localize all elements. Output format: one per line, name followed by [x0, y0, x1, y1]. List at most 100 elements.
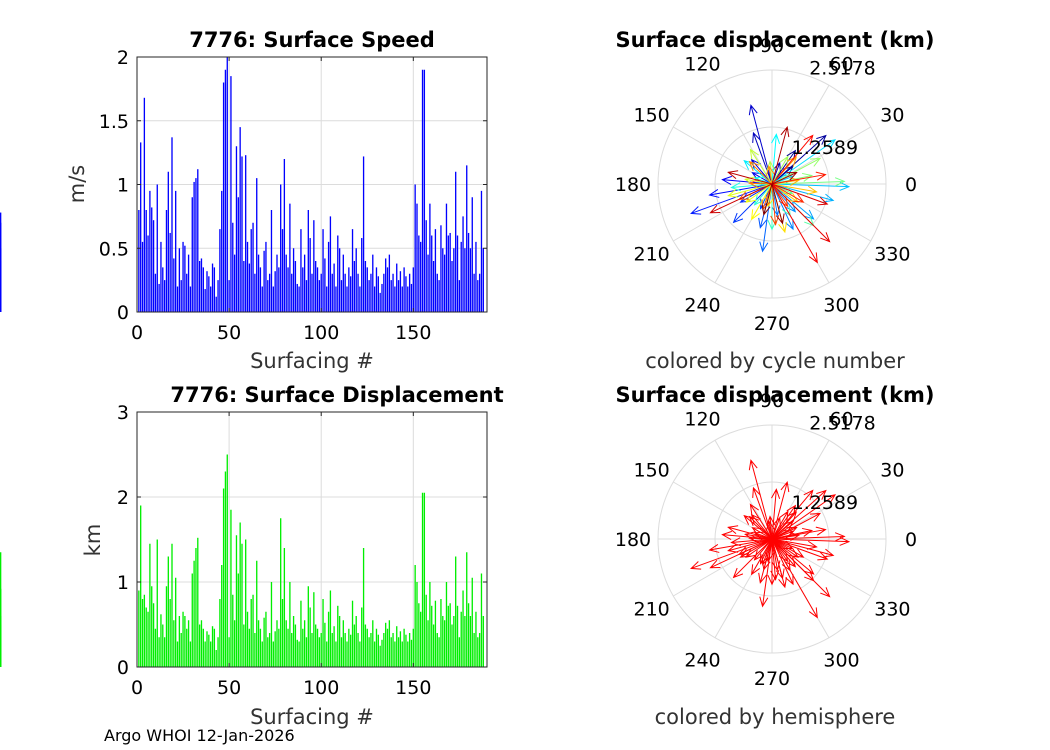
bar [331, 273, 333, 312]
bar [408, 273, 411, 312]
bar [143, 97, 146, 312]
bar [464, 616, 466, 667]
bar [453, 616, 455, 667]
bar [372, 254, 374, 312]
angle-label: 60 [829, 54, 853, 76]
angle-label: 0 [905, 529, 917, 551]
displacement-arrow [771, 183, 829, 206]
polar-spoke [714, 440, 773, 540]
bar [145, 210, 147, 312]
bar [230, 509, 232, 667]
bar [456, 235, 459, 312]
bar [403, 628, 405, 667]
bar [420, 611, 422, 667]
bar [202, 267, 204, 312]
bar [427, 254, 429, 312]
displacement-chart-title: 7776: Surface Displacement [170, 383, 503, 407]
bar [348, 267, 350, 312]
angle-label: 120 [684, 409, 720, 431]
bar [245, 155, 247, 312]
bar [232, 222, 234, 312]
bar [213, 628, 216, 667]
bar [475, 241, 477, 312]
x-tick-label: 50 [217, 322, 241, 344]
bar [184, 616, 186, 667]
bar [267, 637, 269, 667]
bar [138, 210, 140, 312]
bar [189, 286, 192, 312]
bar [303, 620, 306, 667]
bar [346, 641, 348, 667]
bar [383, 273, 385, 312]
angle-label: 240 [684, 649, 720, 671]
angle-label: 150 [633, 105, 669, 127]
bar [152, 603, 155, 667]
bar [407, 286, 409, 312]
displacement-arrow [771, 494, 837, 540]
bar [329, 590, 332, 667]
displacement-arrow [690, 183, 773, 215]
bar [359, 286, 361, 312]
displacement-x-axis-label: Surfacing # [250, 705, 374, 729]
bar [206, 271, 208, 312]
bar [307, 210, 309, 312]
radial-label: 2.5178 [809, 58, 875, 80]
bar [193, 181, 195, 312]
displacement-arrow [752, 486, 773, 540]
bar [162, 267, 164, 312]
bar [418, 235, 420, 312]
displacement-arrow [771, 526, 827, 540]
bar [198, 261, 201, 312]
radial-label: 1.2589 [792, 492, 858, 514]
bar [473, 633, 475, 667]
angle-label: 330 [874, 244, 910, 266]
bar [344, 273, 346, 312]
bar [160, 614, 162, 667]
plot-frame [136, 411, 488, 668]
bar [156, 539, 158, 667]
bar [191, 197, 193, 312]
displacement-arrow [765, 164, 775, 185]
displacement-arrow [748, 515, 773, 540]
bar [193, 560, 195, 667]
bar [204, 289, 206, 312]
bar [357, 633, 359, 667]
displacement-arrow [771, 480, 790, 540]
bar [252, 222, 254, 312]
bar [377, 634, 379, 667]
displacement-arrow [771, 125, 790, 185]
displacement-arrow [748, 104, 773, 185]
bar [191, 573, 193, 667]
bar [182, 611, 184, 667]
bar [248, 263, 251, 312]
bar [270, 582, 273, 667]
surface-speed-chart: 7776: Surface Speed Surfacing # m/s 0 50 1… [0, 28, 488, 373]
displacement-arrow [771, 538, 829, 561]
bar [397, 280, 400, 312]
bar [467, 603, 470, 667]
bar [289, 582, 291, 667]
bar [338, 248, 341, 312]
displacement-arrow [771, 538, 818, 550]
bar [173, 258, 175, 312]
x-tick-label: 100 [303, 322, 339, 344]
displacement-arrow [730, 182, 773, 192]
displacement-arrow [753, 538, 773, 561]
bar [379, 645, 381, 667]
bar [385, 258, 387, 312]
displacement-arrow [730, 537, 773, 547]
bar [373, 641, 376, 667]
bar [138, 590, 140, 667]
bar [375, 267, 378, 312]
bar [324, 622, 326, 667]
bar [245, 539, 247, 667]
bar [388, 254, 391, 312]
bar [233, 620, 236, 667]
bar [211, 626, 214, 667]
bar [278, 628, 280, 667]
bar [436, 633, 438, 667]
bar [206, 631, 208, 667]
bar [362, 156, 365, 312]
bar [298, 641, 300, 667]
displacement-arrow [771, 177, 846, 187]
